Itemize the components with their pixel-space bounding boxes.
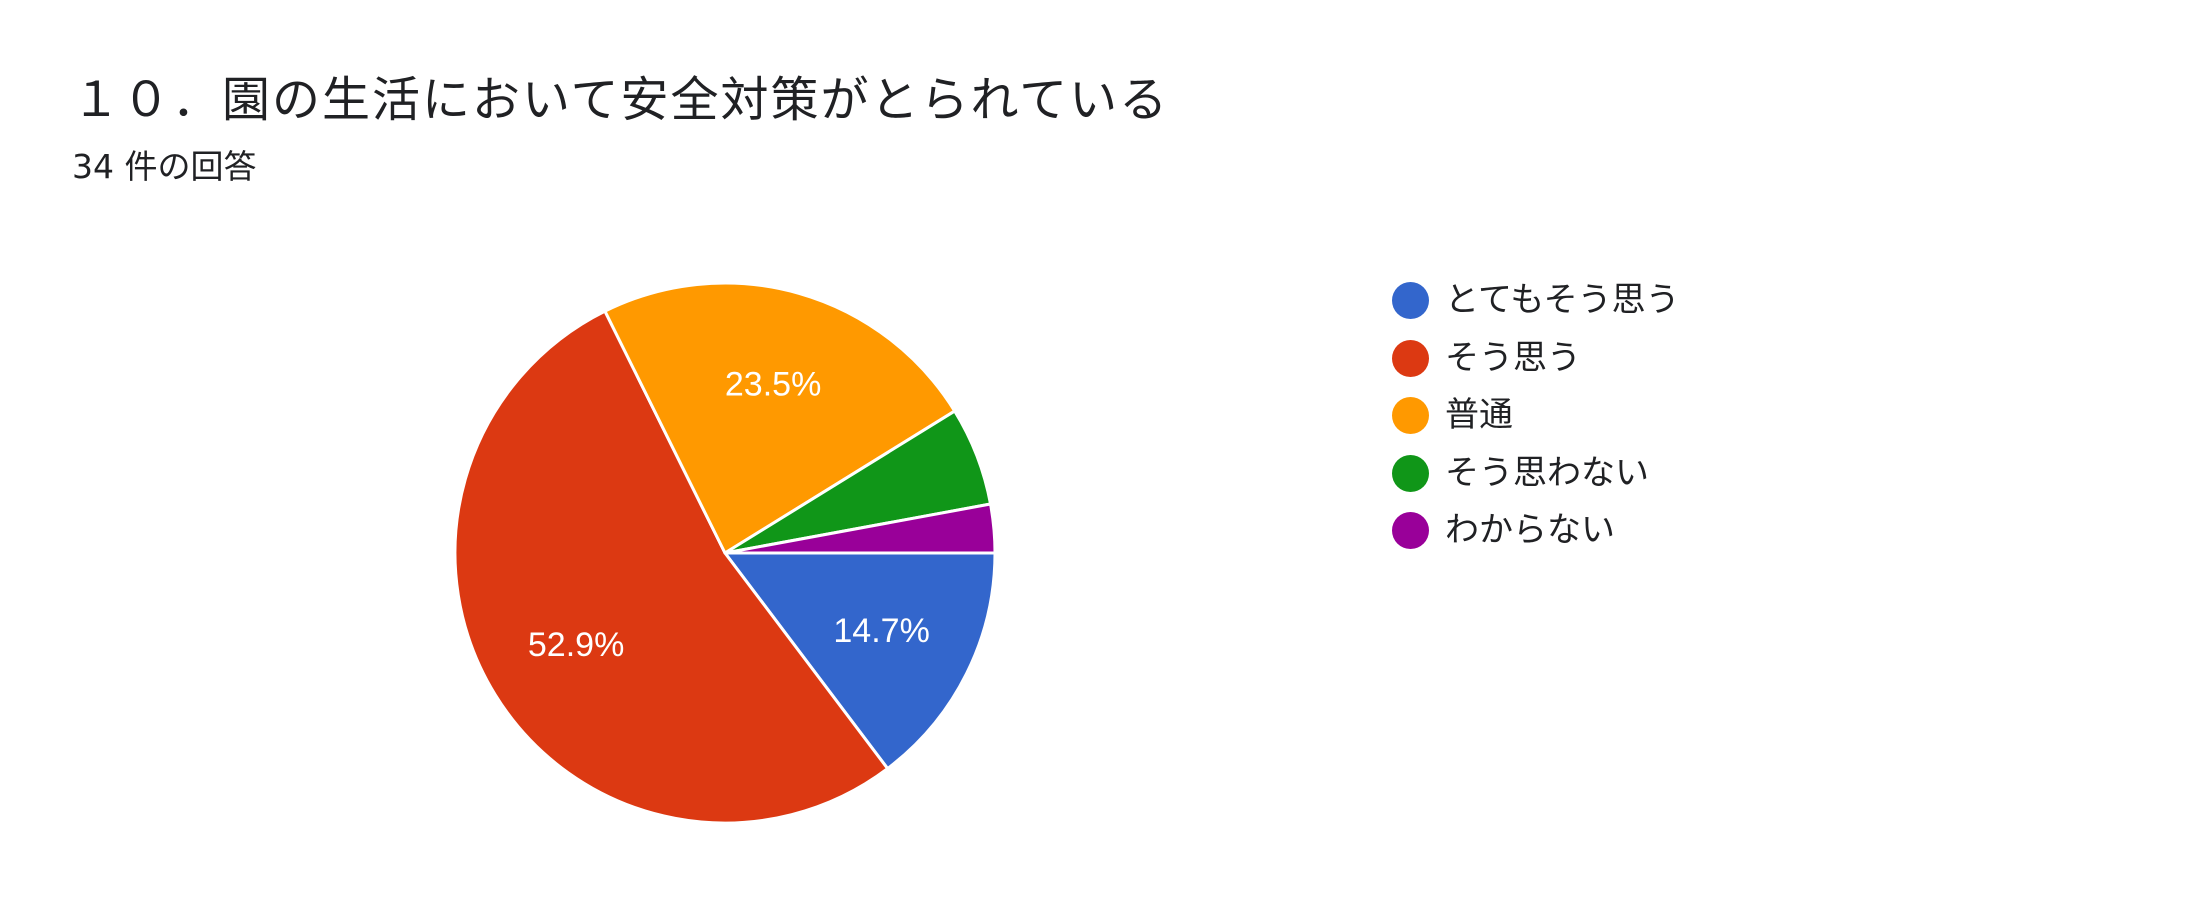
legend-item-2[interactable]: そう思う (1392, 330, 1912, 388)
pie-slice-label-1: 14.7% (833, 612, 929, 650)
legend-label: そう思わない (1445, 452, 1649, 493)
pie-slice-3[interactable] (603, 281, 957, 555)
legend-item-4[interactable]: そう思わない (1392, 445, 1912, 503)
chart-legend: とてもそう思う そう思う普通そう思わない わからない (1392, 272, 1912, 560)
legend-swatch-icon (1392, 397, 1429, 435)
legend-swatch-icon (1392, 512, 1429, 550)
pie-slice-label-2: 52.9% (528, 626, 624, 664)
legend-item-3[interactable]: 普通 (1392, 387, 1912, 445)
pie-slice-1[interactable] (723, 551, 997, 771)
response-count: 34 件の回答 (72, 147, 257, 186)
legend-label: とてもそう思う (1445, 280, 1680, 320)
legend-label: そう思う (1445, 337, 1581, 378)
pie-slice-label-3: 23.5% (725, 366, 821, 404)
legend-swatch-icon (1392, 339, 1429, 377)
legend-item-5[interactable]: わからない (1392, 502, 1912, 560)
legend-label: わからない (1445, 510, 1615, 550)
pie-slice-2[interactable] (453, 309, 890, 825)
chart-title: １０．園の生活において安全対策がとられている (72, 72, 1170, 128)
pie-slice-5[interactable] (723, 502, 997, 555)
legend-swatch-icon (1392, 282, 1429, 320)
legend-label: 普通 (1445, 395, 1513, 435)
legend-swatch-icon (1392, 454, 1429, 492)
legend-item-1[interactable]: とてもそう思う (1392, 272, 1912, 330)
